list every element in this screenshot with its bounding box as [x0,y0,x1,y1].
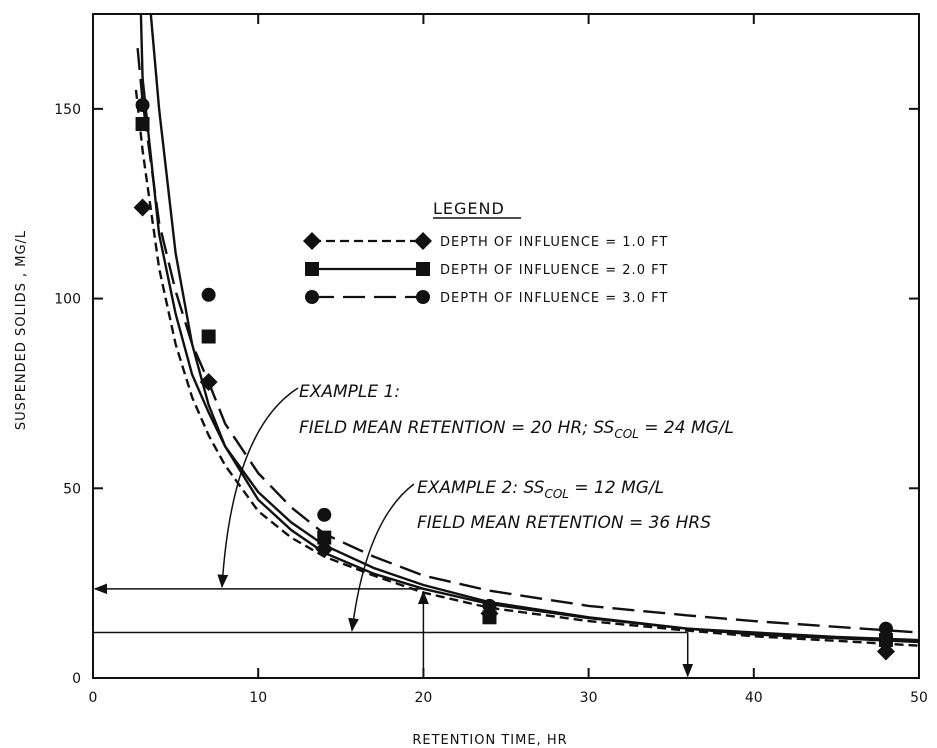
point-series-3-5 [878,621,893,636]
point-series-2-3 [317,530,332,545]
legend-title: LEGEND [433,199,505,218]
y-tick-label-150: 150 [54,102,81,118]
point-series-3-1 [135,98,150,113]
point-series-3-2 [201,287,216,302]
legend-marker-start-2 [305,262,319,276]
fit-curve-extra-1 [149,13,920,644]
x-axis-title: RETENTION TIME, HR [412,733,567,748]
legend-label-2: DEPTH OF INFLUENCE = 2.0 FT [440,263,668,278]
point-series-2-2 [201,329,216,344]
annotation-example-1: EXAMPLE 1: FIELD MEAN RETENTION = 20 HR;… [299,382,734,441]
point-series-1-2 [199,373,218,392]
y-tick-label-0: 0 [72,671,81,687]
legend-marker-start-3 [305,290,319,304]
x-tick-label-20: 20 [414,690,432,706]
fit-curves [134,13,920,647]
example-2-leader [348,483,415,632]
y-axis-title: SUSPENDED SOLIDS , MG/L [14,230,29,430]
legend-marker-end-2 [416,262,430,276]
x-tick-label-50: 50 [910,690,928,706]
legend-marker-end-1 [414,232,432,250]
tick-marks [92,14,920,679]
example-construction-lines [93,387,694,678]
point-series-3-3 [317,507,332,522]
data-points [133,98,895,661]
legend-label-3: DEPTH OF INFLUENCE = 3.0 FT [440,291,668,306]
fit-curve-series-1 [134,89,920,647]
tick-labels: 0 10 20 30 40 50 0 50 100 150 [54,102,928,706]
x-tick-label-0: 0 [89,690,98,706]
fit-curve-series-2 [139,13,920,642]
x-tick-label-10: 10 [249,690,267,706]
point-series-3-4 [482,598,497,613]
legend-marker-start-1 [303,232,321,250]
plot-area-frame [92,13,920,679]
y-tick-label-100: 100 [54,292,81,308]
legend: LEGEND DEPTH OF INFLUENCE = 1.0 FT DEPTH … [303,199,668,306]
legend-marker-end-3 [416,290,430,304]
example-2-title: EXAMPLE 2: SSCOL = 12 MG/L [417,478,664,501]
y-tick-label-50: 50 [63,481,81,497]
x-tick-label-40: 40 [745,690,763,706]
x-tick-label-30: 30 [580,690,598,706]
fit-curve-series-3 [136,47,920,634]
point-series-2-1 [135,117,150,132]
example-1-title: EXAMPLE 1: [299,382,400,402]
point-series-1-1 [133,198,152,217]
example-2-detail: FIELD MEAN RETENTION = 36 HRS [417,513,711,533]
legend-label-1: DEPTH OF INFLUENCE = 1.0 FT [440,235,668,250]
point-series-2-4 [482,610,497,625]
example-1-leader [217,387,299,589]
point-series-2-5 [878,633,893,648]
example-1-detail: FIELD MEAN RETENTION = 20 HR; SSCOL = 24… [299,418,734,441]
annotation-example-2: EXAMPLE 2: SSCOL = 12 MG/L FIELD MEAN RE… [417,478,711,533]
